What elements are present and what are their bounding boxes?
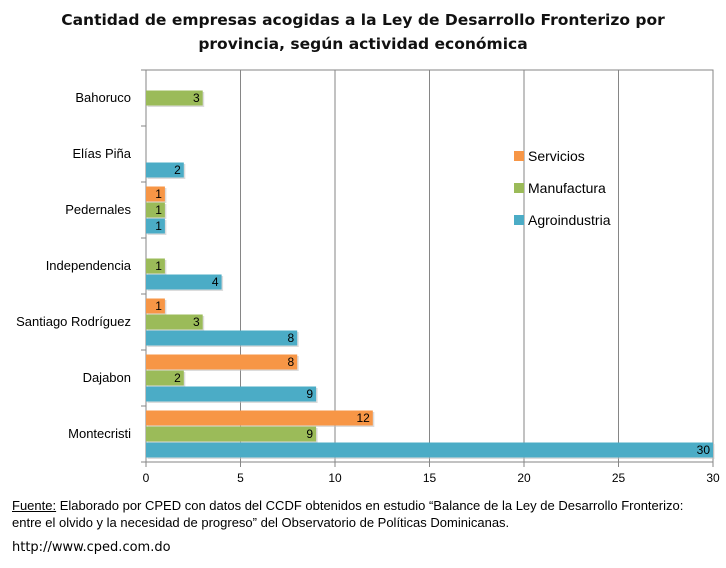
bar-data-label: 8 xyxy=(288,355,295,369)
bar-data-label: 8 xyxy=(288,331,295,345)
y-category-label: Montecristi xyxy=(68,426,131,441)
bar-data-label: 1 xyxy=(155,299,162,313)
bar-data-label: 1 xyxy=(155,259,162,273)
bar-servicios xyxy=(146,410,373,426)
x-tick-label: 5 xyxy=(237,471,244,485)
bar-manufactura xyxy=(146,314,203,330)
bar-chart: 0 5 10 15 20 25 30 Bahoruco 3 Elías Piña 2 Pedernal… xyxy=(16,69,720,485)
bar-data-label: 4 xyxy=(212,275,219,289)
x-tick-label: 20 xyxy=(517,471,531,485)
bar-agroindustria xyxy=(146,386,317,402)
bar-servicios xyxy=(146,186,165,202)
y-category-label: Independencia xyxy=(46,258,132,273)
y-category-label: Elías Piña xyxy=(72,146,131,161)
bar-data-label: 1 xyxy=(155,219,162,233)
source-label: Fuente: xyxy=(12,498,57,513)
legend-swatch xyxy=(514,183,524,193)
bar-agroindustria xyxy=(146,330,298,346)
y-category-label: Santiago Rodríguez xyxy=(16,314,131,329)
bar-manufactura xyxy=(146,90,203,106)
bar-manufactura xyxy=(146,426,317,442)
legend-swatch xyxy=(514,215,524,225)
legend-swatch xyxy=(514,151,524,161)
bar-manufactura xyxy=(146,370,184,386)
bar-data-label: 2 xyxy=(174,371,181,385)
legend-label: Manufactura xyxy=(528,180,606,196)
bar-servicios xyxy=(146,298,165,314)
x-tick-label: 0 xyxy=(143,471,150,485)
bar-data-label: 3 xyxy=(193,91,200,105)
y-category-label: Bahoruco xyxy=(75,90,131,105)
bar-agroindustria xyxy=(146,442,713,458)
bar-data-label: 1 xyxy=(155,203,162,217)
legend-label: Servicios xyxy=(528,148,585,164)
bar-data-label: 30 xyxy=(697,443,711,457)
bar-data-label: 1 xyxy=(155,187,162,201)
website-url: http://www.cped.com.do xyxy=(12,540,171,555)
bar-data-label: 9 xyxy=(306,387,313,401)
bar-agroindustria xyxy=(146,274,222,290)
bar-manufactura xyxy=(146,202,165,218)
bar-data-label: 9 xyxy=(306,427,313,441)
bar-servicios xyxy=(146,354,298,370)
bar-data-label: 3 xyxy=(193,315,200,329)
chart-title: Cantidad de empresas acogidas a la Ley d… xyxy=(0,8,726,56)
x-tick-label: 15 xyxy=(423,471,437,485)
bar-manufactura xyxy=(146,258,165,274)
bar-agroindustria xyxy=(146,218,165,234)
legend-label: Agroindustria xyxy=(528,212,611,228)
bar-data-label: 2 xyxy=(174,163,181,177)
x-tick-label: 10 xyxy=(328,471,342,485)
bar-agroindustria xyxy=(146,162,184,178)
chart-title-line-1: Cantidad de empresas acogidas a la Ley d… xyxy=(61,11,665,29)
y-category-label: Dajabon xyxy=(83,370,131,385)
chart-title-line-2: provincia, según actividad económica xyxy=(198,35,528,53)
source-text: Elaborado por CPED con datos del CCDF ob… xyxy=(12,498,684,530)
bar-data-label: 12 xyxy=(356,411,370,425)
x-tick-label: 30 xyxy=(706,471,720,485)
x-tick-label: 25 xyxy=(612,471,626,485)
y-category-label: Pedernales xyxy=(65,202,131,217)
source-note: Fuente: Elaborado por CPED con datos del… xyxy=(12,497,712,531)
